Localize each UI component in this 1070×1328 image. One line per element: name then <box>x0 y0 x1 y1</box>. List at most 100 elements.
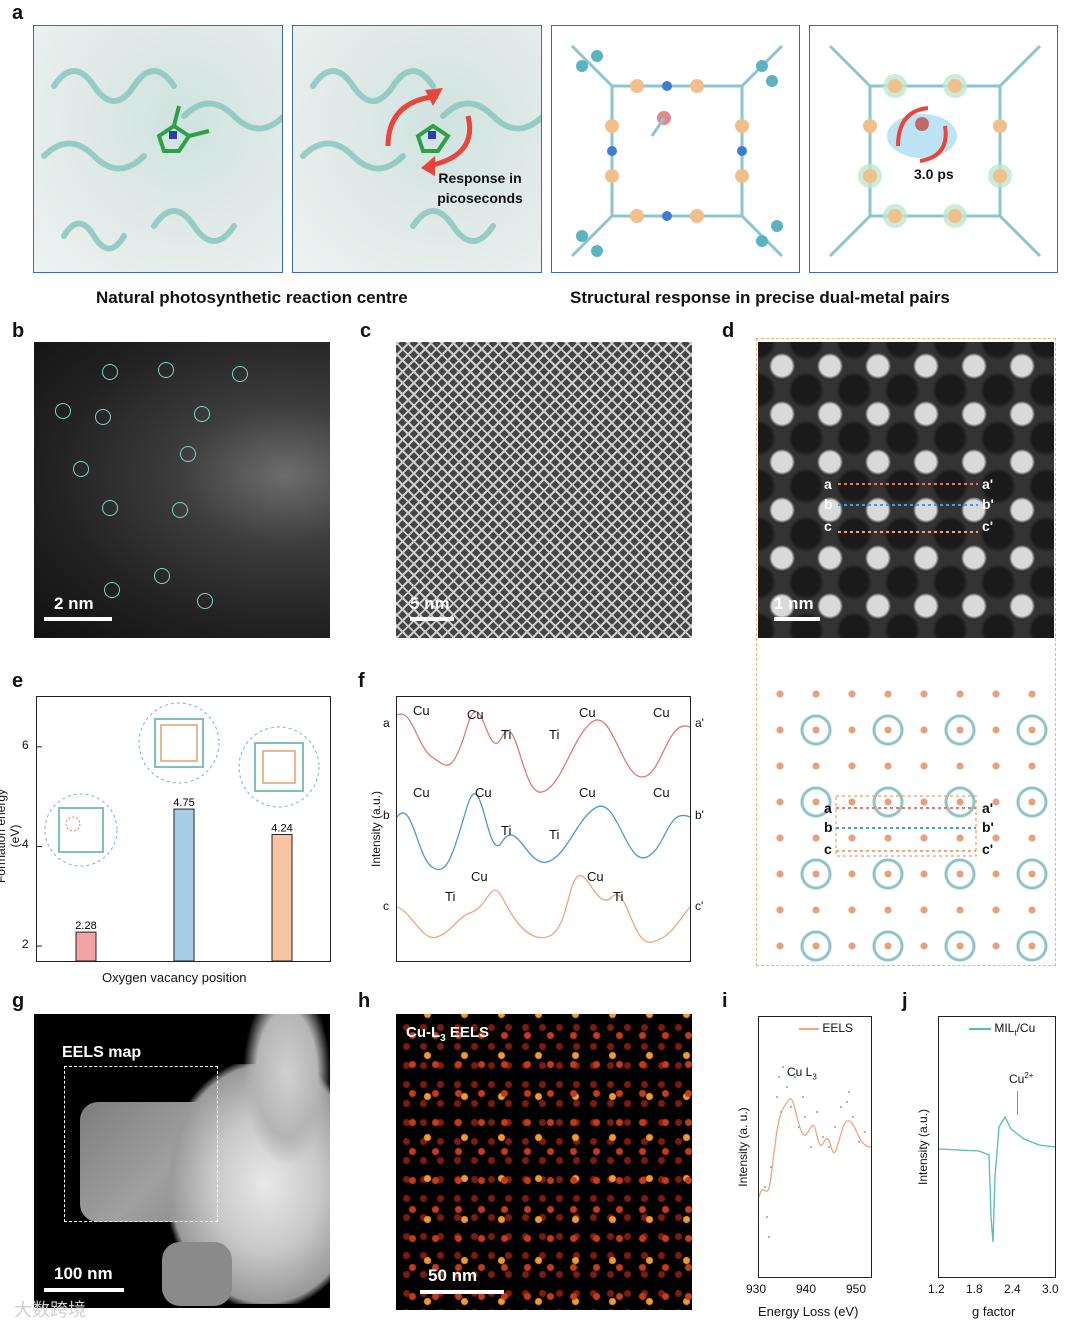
peak-c-1: Ti <box>445 889 456 904</box>
panel-label-e: e <box>12 670 24 692</box>
chart-j-plot-area: MILt/Cu Cu2+ <box>938 1016 1056 1278</box>
scalebar-b <box>44 617 112 621</box>
chart-e-svg: 2.28 4.75 4.24 <box>37 746 293 961</box>
model-label-c-prime: c' <box>982 841 994 857</box>
scalebar-h <box>420 1290 504 1294</box>
annotation-arrow <box>1017 1091 1018 1115</box>
chart-e-plot-area: 2.28 4.75 4.24 <box>36 696 331 962</box>
row-end-a: a' <box>695 716 704 730</box>
stem-image-d: a b c a' b' c' 1 nm <box>758 342 1054 638</box>
bar <box>271 833 293 961</box>
particle-small <box>162 1242 232 1306</box>
scalebar-label-b: 2 nm <box>54 594 94 613</box>
chart-i-xtick-3: 950 <box>846 1282 867 1296</box>
panel-label-b: b <box>12 320 25 342</box>
peak-c-2: Cu <box>471 869 488 884</box>
peak-a-3: Ti <box>501 727 512 742</box>
chart-f-plot-area: Cu Cu Ti Ti Cu Cu Cu Cu Ti Ti Cu Cu Ti C… <box>396 696 691 962</box>
peak-a-5: Cu <box>579 705 596 720</box>
bar-value-label: 2.28 <box>75 920 96 932</box>
protein-ribbon-art-2 <box>300 68 541 244</box>
atom-marker <box>197 593 213 609</box>
atom-marker <box>55 403 71 419</box>
bar-value-label: 4.24 <box>271 822 292 834</box>
chart-j-line <box>938 1115 1056 1243</box>
line-label-a-prime: a' <box>982 476 994 492</box>
peak-c-3: Cu <box>587 869 604 884</box>
scalebar-d <box>774 617 820 621</box>
crystal-model-d: a b c a' b' c' <box>762 676 1052 962</box>
chart-j-xlabel: g factor <box>972 1304 1016 1319</box>
bar-value-label: 4.75 <box>173 797 194 809</box>
crystal-line-overlay <box>835 795 977 857</box>
scalebar-g <box>44 1288 124 1292</box>
eels-title: Cu-L3 EELS <box>406 1024 490 1044</box>
panel-label-d: d <box>722 320 735 342</box>
line-profile-overlay <box>838 483 978 533</box>
line-label-b: b <box>824 496 833 512</box>
atom-marker <box>73 461 89 477</box>
chart-j-annotation: Cu2+ <box>1009 1071 1034 1086</box>
atom-marker <box>172 502 188 518</box>
panel-label-c: c <box>360 320 372 342</box>
vacancy-model-2 <box>137 701 221 790</box>
panel-label-a: a <box>12 2 24 24</box>
particle-top <box>244 1014 330 1164</box>
chart-f-lines <box>396 710 691 943</box>
peak-a-4: Ti <box>549 727 560 742</box>
chart-j-xtick-3: 2.4 <box>1004 1282 1021 1296</box>
model-label-b: b <box>824 819 833 835</box>
model-label-c: c <box>824 841 832 857</box>
chart-i-legend: EELS <box>799 1021 853 1035</box>
scalebar-label-h: 50 nm <box>428 1266 478 1285</box>
chart-e-ytick-label: 2 <box>22 937 29 952</box>
model-label-a-prime: a' <box>982 800 994 816</box>
mof-structure-art-1 <box>570 44 784 258</box>
chart-e-ytick-label: 6 <box>22 737 29 752</box>
hrtem-image-c: 5 nm <box>396 342 692 638</box>
peak-b-2: Cu <box>475 785 492 800</box>
row-start-a: a <box>383 716 390 730</box>
panel-label-j: j <box>902 990 908 1012</box>
caption-structural: Structural response in precise dual-meta… <box>570 288 950 307</box>
vacancy-model-3 <box>237 725 321 814</box>
scalebar-label-g: 100 nm <box>54 1264 113 1283</box>
scalebar-c <box>410 617 454 621</box>
row-end-c: c' <box>695 899 704 913</box>
peak-b-5: Cu <box>579 785 596 800</box>
atom-marker <box>158 362 174 378</box>
protein-ribbon-art-1 <box>41 68 282 252</box>
chart-i-xtick-2: 940 <box>796 1282 817 1296</box>
chart-j-xtick-1: 1.2 <box>928 1282 945 1296</box>
vacancy-model-1 <box>43 792 119 873</box>
peak-b-1: Cu <box>413 785 430 800</box>
line-label-b-prime: b' <box>982 496 994 512</box>
legend-swatch <box>799 1027 819 1030</box>
atom-marker <box>232 366 248 382</box>
mof-structure-image-2: 3.0 ps <box>809 25 1058 273</box>
chart-e-ylabel: Formation energy (eV) <box>0 788 22 884</box>
chart-e-xlabel: Oxygen vacancy position <box>102 970 247 985</box>
row-start-c: c <box>383 899 389 913</box>
scalebar-label-d: 1 nm <box>774 594 814 613</box>
eels-map-h: Cu-L3 EELS 50 nm <box>396 1014 692 1310</box>
atom-marker <box>180 446 196 462</box>
model-label-a: a <box>824 800 832 816</box>
panel-label-f: f <box>358 670 365 692</box>
row-start-b: b <box>383 808 390 822</box>
chart-i-lines <box>758 1066 872 1238</box>
chart-j-xtick-2: 1.8 <box>966 1282 983 1296</box>
panel-label-i: i <box>722 990 728 1012</box>
chart-i-xtick-1: 930 <box>746 1282 767 1296</box>
haadf-image-g: EELS map 100 nm <box>34 1014 330 1308</box>
legend-swatch <box>969 1027 991 1030</box>
peak-a-6: Cu <box>653 705 670 720</box>
peak-c-4: Ti <box>613 889 624 904</box>
atom-marker <box>194 406 210 422</box>
mof-structure-image-1 <box>551 25 800 273</box>
stem-image-b: 2 nm <box>34 342 330 638</box>
panel-d-dashed-frame <box>756 338 1056 966</box>
row-end-b: b' <box>695 808 704 822</box>
chart-i-plot-area: EELS Cu L3 <box>758 1016 872 1278</box>
atom-marker <box>102 500 118 516</box>
